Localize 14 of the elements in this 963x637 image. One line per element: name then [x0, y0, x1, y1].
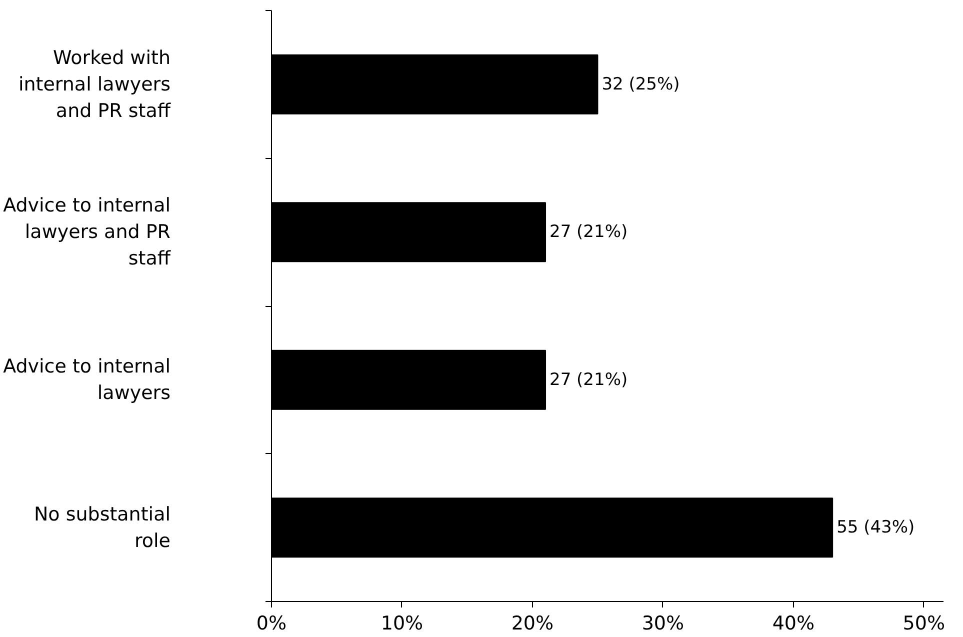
y-tick-label: Advice to internal lawyers [3, 356, 171, 404]
y-tick-label: No substantial role [34, 503, 171, 552]
x-tick-label: 10% [380, 612, 424, 634]
y-tick-label: Worked with internal lawyers and PR staff [18, 46, 172, 122]
data-label: 27 (21%) [550, 222, 628, 242]
data-label: 55 (43%) [836, 518, 915, 538]
y-tick-label: Advice to internal lawyers and PR staff [3, 194, 172, 270]
x-tick-label: 30% [642, 612, 684, 634]
x-tick-label: 0% [256, 612, 287, 634]
data-label: 32 (25%) [602, 74, 680, 94]
x-tick-label: 50% [902, 612, 946, 634]
x-tick-label: 40% [772, 612, 815, 634]
data-label: 27 (21%) [550, 370, 628, 390]
x-tick-label: 20% [511, 612, 554, 634]
